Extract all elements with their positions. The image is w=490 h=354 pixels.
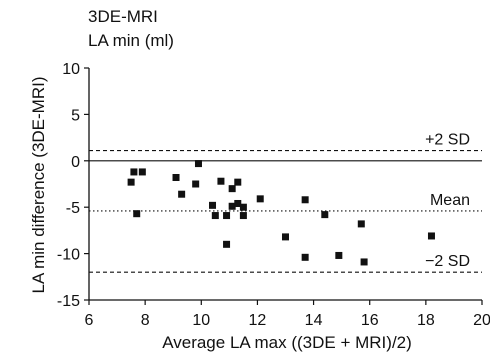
x-axis-label: Average LA max ((3DE + MRI)/2) [162,333,412,352]
x-tick-label: 6 [85,312,94,329]
x-tick-label: 16 [361,312,379,329]
data-point [239,203,247,211]
x-tick-label: 8 [141,312,150,329]
y-tick-label: -10 [57,247,80,264]
data-point [228,185,236,193]
data-point [301,253,309,261]
data-point [217,177,225,185]
y-tick-label: 5 [71,107,80,124]
data-point [360,258,368,266]
data-point [301,196,309,204]
chart-title: 3DE-MRI LA min (ml) [88,7,174,50]
data-point [256,195,264,203]
data-point [178,190,186,198]
data-point [321,211,329,219]
data-point [194,160,202,168]
data-point [357,220,365,228]
x-tick-label: 10 [192,312,210,329]
chart-title-line-1: 3DE-MRI [88,7,158,26]
data-point [335,251,343,259]
data-point [172,174,180,182]
x-tick-label: 14 [305,312,323,329]
data-point [127,178,135,186]
data-point [130,168,138,176]
data-point [133,210,141,218]
y-tick-label: 0 [71,154,80,171]
axes: 10 5 0 -5 -10 -15 6 8 10 12 14 16 18 20 [57,61,490,329]
data-point [234,178,242,186]
reference-line-label: +2 SD [425,132,470,149]
data-point [138,168,146,176]
data-point [239,212,247,220]
x-tick-label: 20 [473,312,490,329]
reference-lines: +2 SD Mean −2 SD [89,132,482,273]
y-tick-label: 10 [62,61,80,78]
data-point [223,240,231,248]
data-point [282,233,289,241]
data-point [427,232,435,240]
chart-title-line-2: LA min (ml) [88,31,174,50]
y-tick-label: -5 [66,200,80,217]
data-point [211,212,219,220]
reference-line-label: Mean [430,192,470,209]
data-point [223,212,231,220]
x-tick-label: 18 [417,312,435,329]
y-tick-label: -15 [57,293,80,310]
y-axis-label: LA min difference (3DE-MRI) [29,77,48,294]
reference-line-label: −2 SD [425,253,470,270]
x-tick-label: 12 [249,312,267,329]
data-point [228,202,236,210]
data-points [127,160,435,266]
data-point [209,201,217,209]
data-point [192,180,200,188]
data-point [234,199,242,207]
